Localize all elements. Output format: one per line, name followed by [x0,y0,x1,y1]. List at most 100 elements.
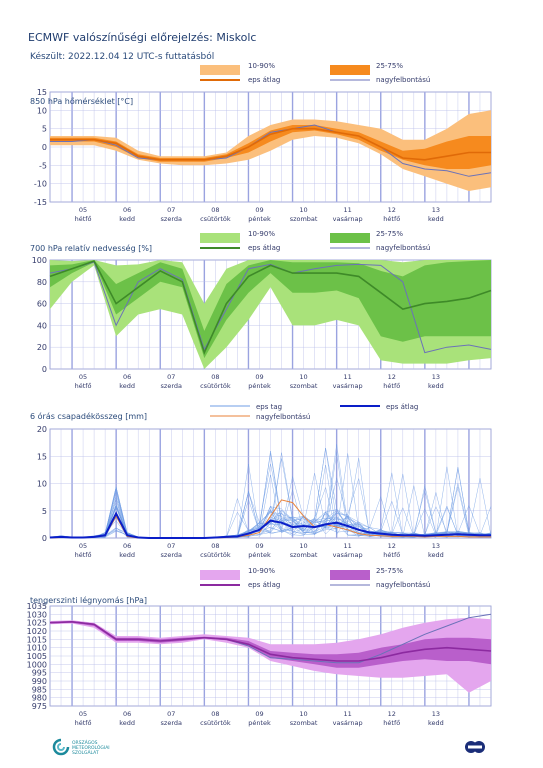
y-tick-label: 10 [37,480,47,489]
day-date-label: 11 [344,206,352,214]
day-date-label: 08 [211,710,219,718]
day-name-label: csütörtök [200,551,231,559]
day-name-label: szerda [161,719,182,727]
y-tick-label: 1035 [27,602,47,611]
y-tick-label: 1015 [27,635,47,644]
day-date-label: 05 [79,710,87,718]
day-name-label: péntek [248,215,271,223]
day-date-label: 05 [79,373,87,381]
day-name-label: szombat [290,382,318,390]
day-name-label: hétfő [383,550,400,559]
panel-title: 700 hPa relatív nedvesség [%] [30,243,152,253]
y-tick-label: 40 [37,321,47,330]
day-date-label: 13 [432,373,440,381]
band-25-75 [50,125,491,169]
band-25-75 [50,621,491,668]
eps-mean-line [50,127,491,161]
y-tick-label: 20 [37,343,47,352]
day-name-label: kedd [119,719,135,727]
y-tick-label: 5 [42,507,47,516]
day-name-label: kedd [428,719,444,727]
legend-swatch-inner [330,65,370,75]
panel-title: 850 hPa hőmérséklet [°C] [30,96,133,106]
legend-label-outer: 10-90% [248,230,275,238]
day-date-label: 07 [167,206,175,214]
y-tick-label: 0 [42,534,47,543]
y-tick-label: 980 [32,694,47,703]
day-name-label: szombat [290,215,318,223]
legend-swatch-inner [330,233,370,243]
day-name-label: kedd [119,551,135,559]
panel-title: 6 órás csapadékösszeg [mm] [30,411,147,421]
day-name-label: vasárnap [333,719,363,727]
y-tick-label: 15 [37,88,47,97]
day-name-label: kedd [119,215,135,223]
legend-swatch-outer [200,233,240,243]
y-tick-label: 0 [42,365,47,374]
day-date-label: 13 [432,710,440,718]
legend-label-outer: 10-90% [248,567,275,575]
day-date-label: 06 [123,710,131,718]
day-name-label: szerda [161,215,182,223]
eps-mean-line [49,260,492,355]
y-tick-label: 985 [32,685,47,694]
day-date-label: 10 [299,542,307,550]
legend-label-inner: 25-75% [376,62,403,70]
legend-label-mean: eps átlag [248,244,280,252]
day-name-label: hétfő [383,381,400,390]
legend-label-outer: 10-90% [248,62,275,70]
day-date-label: 08 [211,206,219,214]
day-name-label: hétfő [75,381,92,390]
ecmwf-logo-icon [465,741,485,753]
legend-swatch-outer [200,570,240,580]
day-name-label: vasárnap [333,382,363,390]
day-name-label: szerda [161,551,182,559]
day-name-label: kedd [428,215,444,223]
day-name-label: szombat [290,719,318,727]
eps-member-line [49,464,492,539]
legend-label-hires: nagyfelbontású [376,76,430,84]
legend-swatch-inner [330,570,370,580]
legend-label-hires: nagyfelbontású [376,581,430,589]
day-date-label: 12 [388,373,396,381]
day-name-label: vasárnap [333,215,363,223]
legend-label-mean: eps átlag [248,581,280,589]
day-name-label: péntek [248,551,271,559]
day-name-label: hétfő [383,214,400,223]
legend-label-mean: eps átlag [386,403,418,411]
day-date-label: 13 [432,206,440,214]
y-tick-label: 20 [37,425,47,434]
day-name-label: szerda [161,382,182,390]
page-subtitle: Készült: 2022.12.04 12 UTC-s futtatásból [30,52,215,62]
day-date-label: 11 [344,373,352,381]
day-name-label: hétfő [75,550,92,559]
legend-label-hires: nagyfelbontású [376,244,430,252]
day-date-label: 06 [123,206,131,214]
day-date-label: 06 [123,373,131,381]
day-name-label: kedd [119,382,135,390]
day-date-label: 09 [255,206,263,214]
day-name-label: hétfő [75,718,92,727]
legend-label-hires: nagyfelbontású [256,413,310,421]
day-name-label: hétfő [383,718,400,727]
page-title: ECMWF valószínűségi előrejelzés: Miskolc [28,31,257,44]
day-date-label: 12 [388,206,396,214]
y-tick-label: 990 [32,677,47,686]
legend-label-mean: eps átlag [248,76,280,84]
day-date-label: 11 [344,710,352,718]
y-tick-label: 995 [32,669,47,678]
band-10-90 [50,110,491,191]
y-tick-label: 1000 [27,660,47,669]
y-tick-label: 10 [37,106,47,115]
day-date-label: 09 [255,542,263,550]
eps-mean-line [49,620,492,662]
day-date-label: 12 [388,710,396,718]
day-name-label: csütörtök [200,382,231,390]
y-tick-label: -5 [39,161,47,170]
day-date-label: 07 [167,373,175,381]
day-name-label: csütörtök [200,719,231,727]
eps-mean-line [49,511,491,539]
band-25-75 [50,260,491,359]
